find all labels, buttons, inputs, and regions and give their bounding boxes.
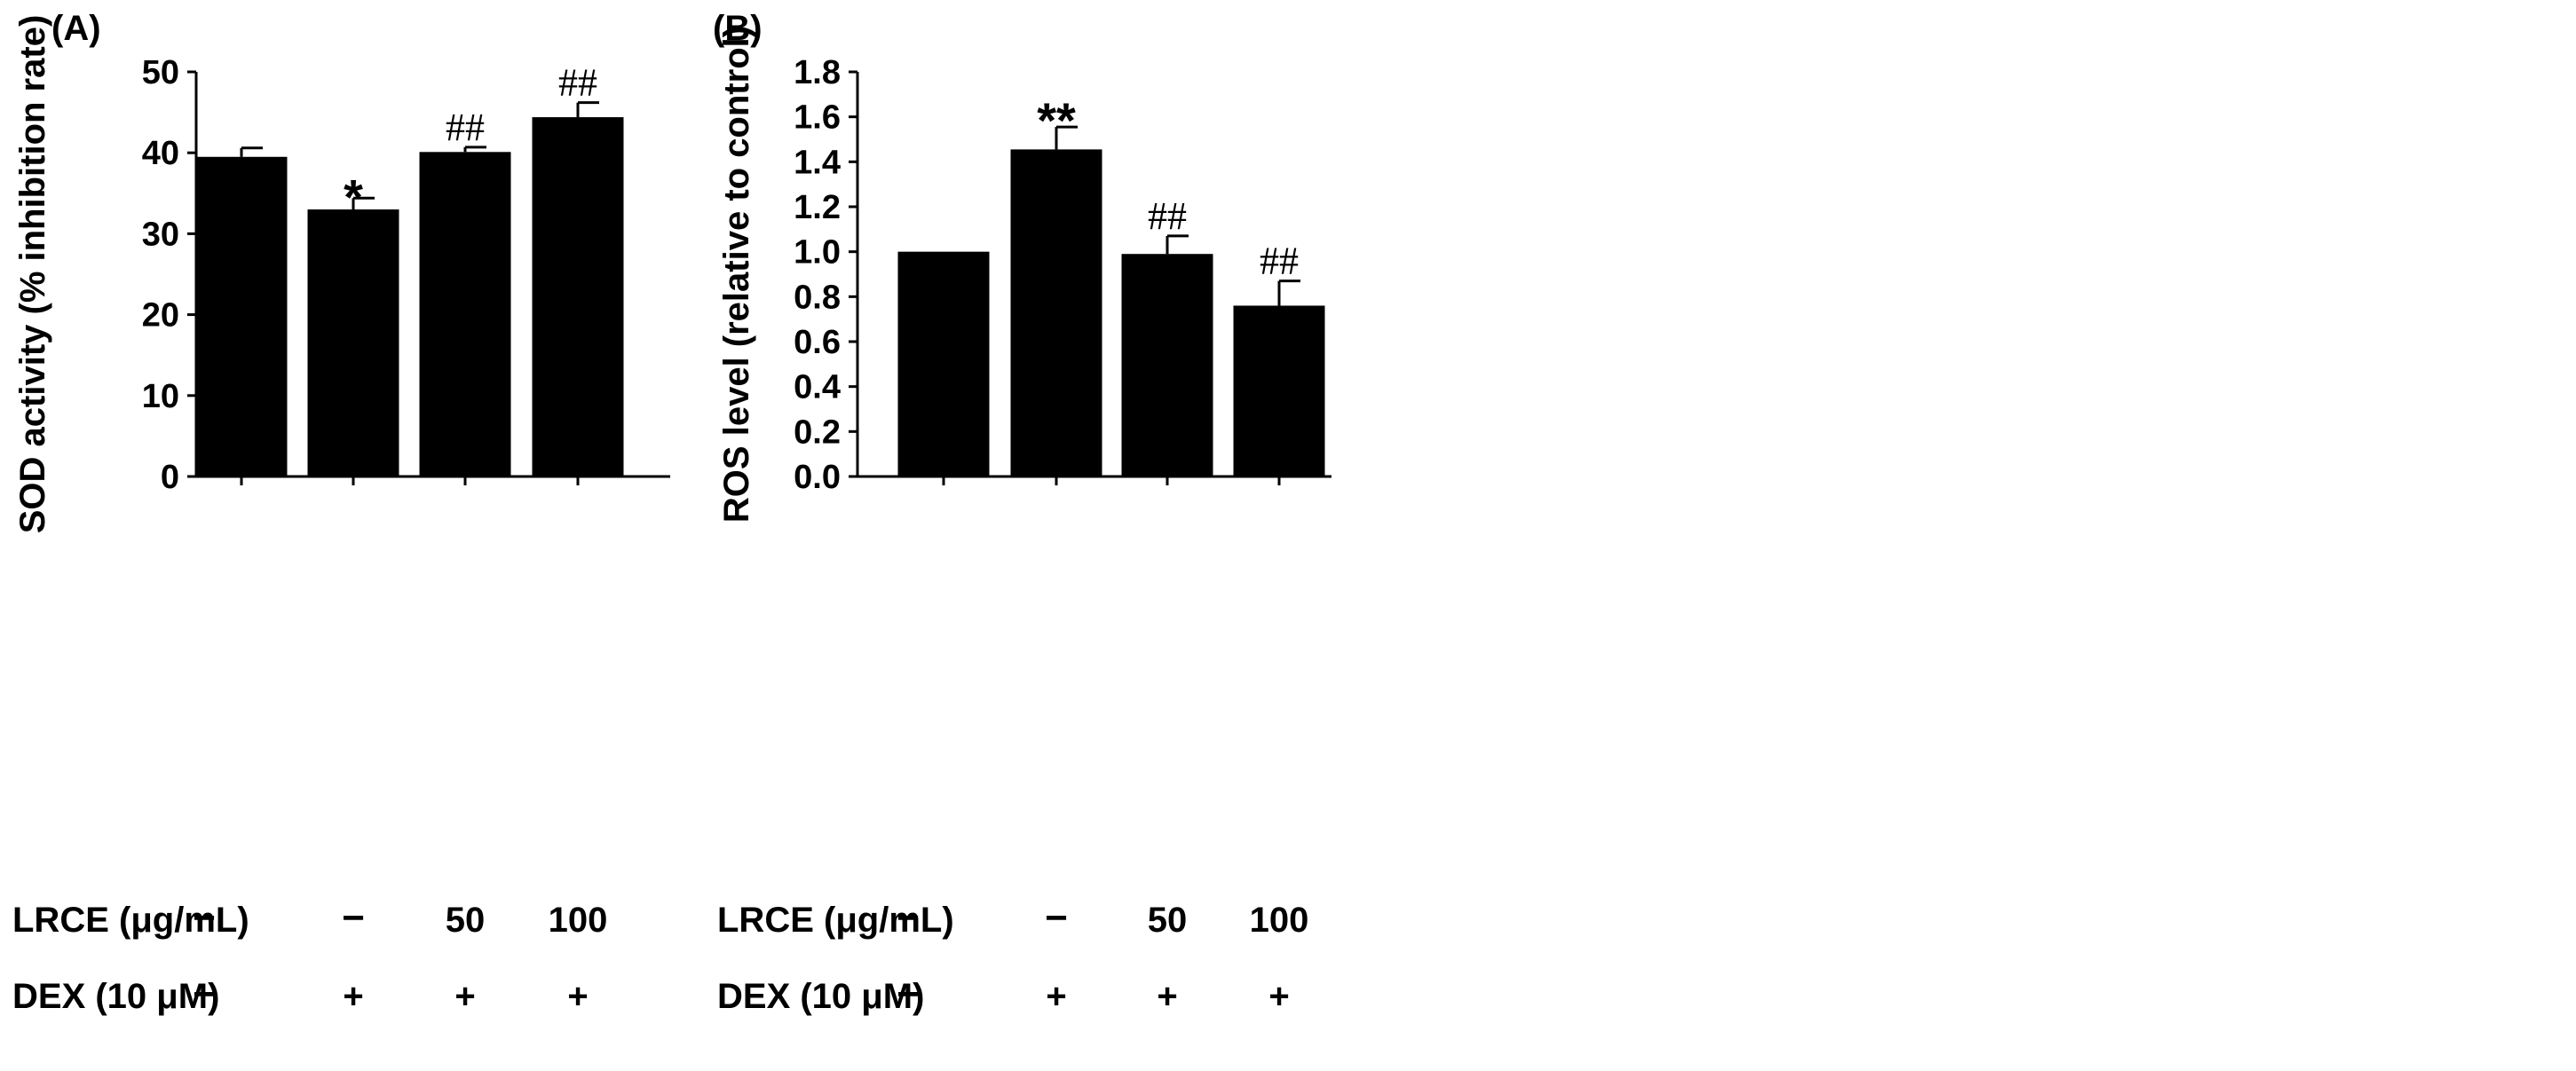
panel-b-significance-3: ## xyxy=(1148,194,1187,238)
panel-a-sod-chart: (A) 0 10 20 30 40 50 SOD activity (% inhibition… xyxy=(12,9,670,1016)
panel-b-y-tick-label: 0.0 xyxy=(794,459,841,496)
panel-b-y-tick-label: 1.0 xyxy=(794,234,841,272)
panel-b-y-tick-label: 0.2 xyxy=(794,413,841,451)
panel-a-row-lrce-value-3: 50 xyxy=(446,901,486,940)
panel-a-row-dex-value-3: + xyxy=(454,977,475,1016)
panel-b-row-lrce-value-2: − xyxy=(1045,896,1068,940)
panel-a-bar-4 xyxy=(532,117,624,476)
panel-a-row-dex-value-2: + xyxy=(343,977,363,1016)
panel-a-significance-3: ## xyxy=(446,106,485,149)
panel-b-row-dex-value-2: + xyxy=(1046,977,1066,1016)
panel-a-y-tick-label: 10 xyxy=(142,378,179,415)
panel-a-significance-2: * xyxy=(344,169,363,224)
panel-a-bar-2 xyxy=(307,209,399,477)
panel-a-row-dex-value-4: + xyxy=(567,977,588,1016)
panel-b-y-tick-label: 0.6 xyxy=(794,324,841,361)
panel-b-y-tick-label: 1.6 xyxy=(794,99,841,137)
panel-a-y-axis-label: SOD activity (% inhibition rate) xyxy=(13,15,52,534)
panel-a-y-tick-label: 50 xyxy=(142,54,179,91)
panel-b-bar-4 xyxy=(1233,305,1325,476)
panel-b-significance-2: ** xyxy=(1037,92,1076,148)
panel-b-row-lrce-value-1: − xyxy=(897,896,920,940)
panel-b-row-label-lrce: LRCE (μg/mL) xyxy=(717,901,954,940)
panel-b-y-axis-label: ROS level (relative to control) xyxy=(717,26,756,523)
panel-b-bar-1 xyxy=(897,251,990,476)
panel-a-row-label-dex: DEX (10 μM) xyxy=(12,977,219,1016)
panel-a-row-lrce-value-1: − xyxy=(193,896,216,940)
panel-b-ros-chart: (B) 0.0 0.2 0.4 0.6 0.8 1.0 1.2 1.4 1.6 1.8 ROS lev… xyxy=(713,9,1331,1016)
panel-b-bar-2 xyxy=(1010,149,1102,476)
panel-b-significance-4: ## xyxy=(1260,240,1299,283)
panel-a-bar-1 xyxy=(195,156,288,476)
panel-b-row-lrce-value-4: 100 xyxy=(1250,901,1309,940)
panel-b-y-tick-label: 1.2 xyxy=(794,189,841,226)
panel-a-row-label-lrce: LRCE (μg/mL) xyxy=(12,901,249,940)
panel-b-row-dex-value-1: − xyxy=(897,973,920,1016)
panel-a-row-lrce-value-4: 100 xyxy=(549,901,608,940)
panel-b-title: (B) xyxy=(713,9,763,48)
panel-a-title: (A) xyxy=(51,9,101,48)
panel-b-y-tick-label: 0.8 xyxy=(794,279,841,316)
panel-a-row-dex-value-1: − xyxy=(193,973,216,1016)
panel-a-y-tick-label: 0 xyxy=(161,459,179,496)
panel-b-y-tick-label: 0.4 xyxy=(794,369,841,406)
panel-a-y-tick-label: 30 xyxy=(142,216,179,253)
panel-a-significance-4: ## xyxy=(558,61,597,105)
panel-b-row-dex-value-3: + xyxy=(1157,977,1177,1016)
panel-b-row-dex-value-4: + xyxy=(1268,977,1289,1016)
panel-b-row-lrce-value-3: 50 xyxy=(1148,901,1188,940)
panel-a-bar-3 xyxy=(419,152,511,476)
panel-a-row-lrce-value-2: − xyxy=(342,896,365,940)
panel-b-row-label-dex: DEX (10 μM) xyxy=(717,977,924,1016)
panel-a-y-tick-label: 20 xyxy=(142,297,179,335)
panel-b-y-tick-label: 1.8 xyxy=(794,54,841,91)
panel-b-y-tick-label: 1.4 xyxy=(794,144,841,181)
panel-b-bar-3 xyxy=(1121,254,1213,476)
panel-a-y-tick-label: 40 xyxy=(142,135,179,172)
